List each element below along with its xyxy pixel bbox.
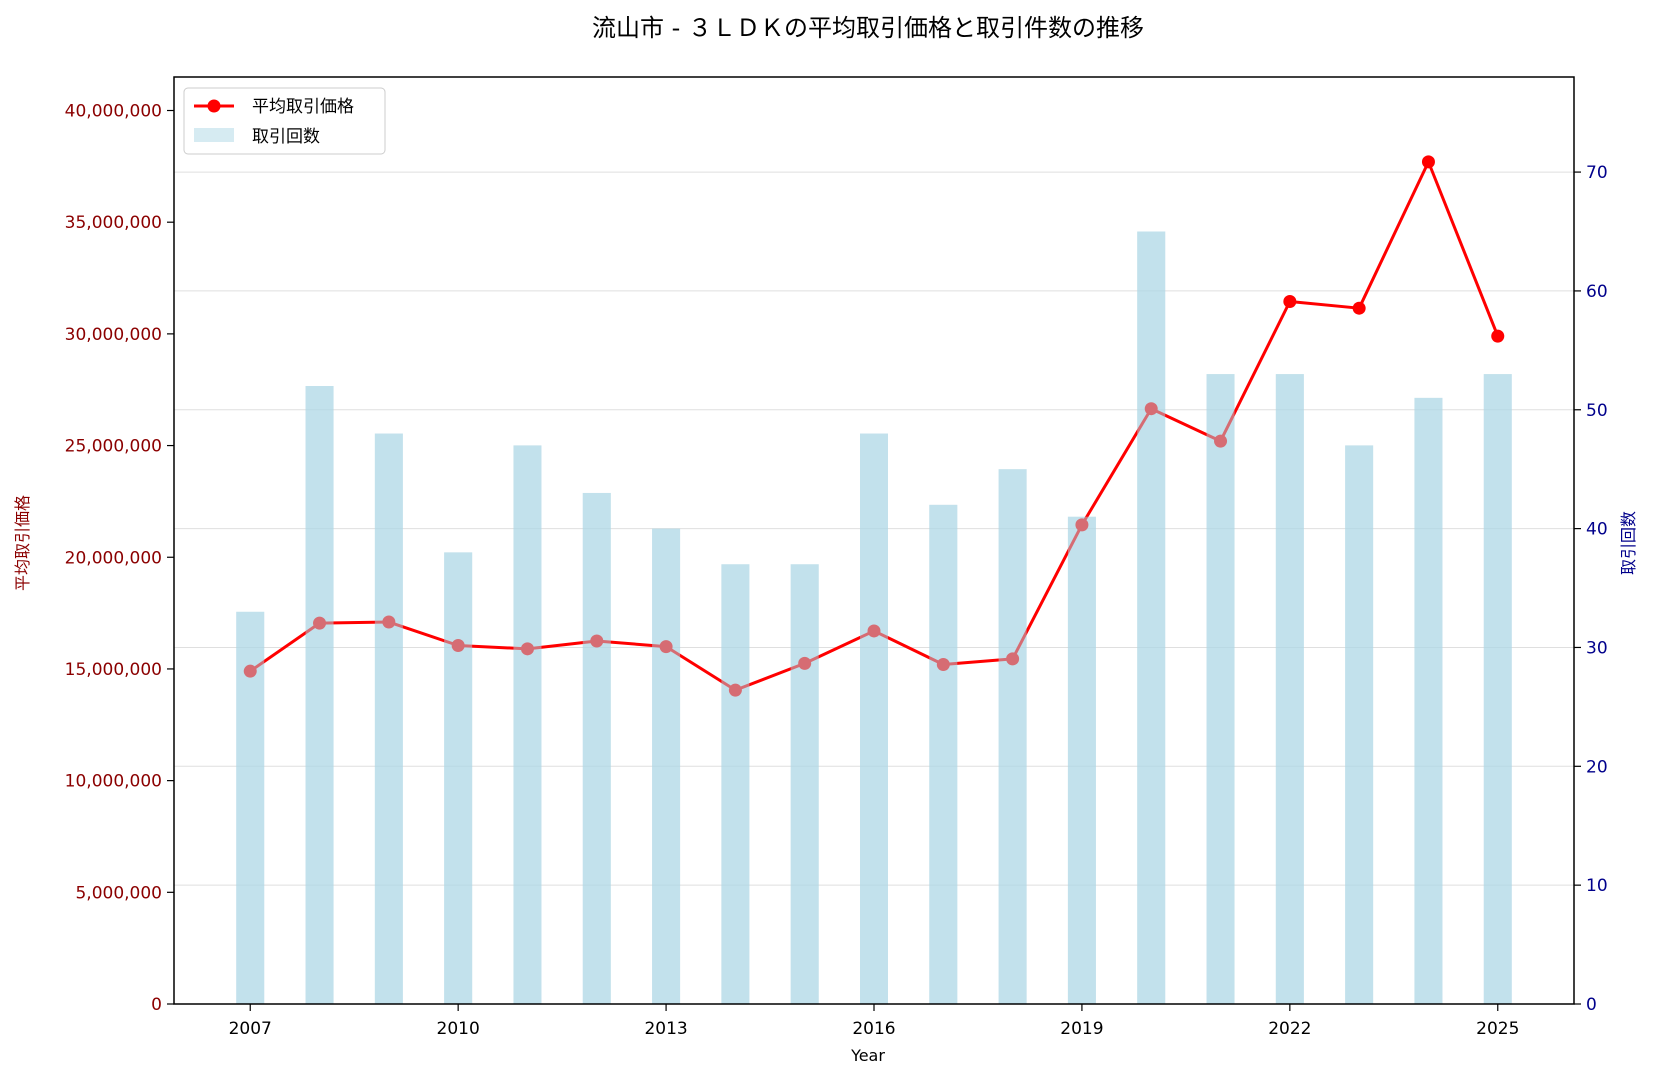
chart-title: 流山市 - ３ＬＤＫの平均取引価格と取引件数の推移 xyxy=(592,14,1144,42)
y-left-axis-label: 平均取引価格 xyxy=(13,495,32,591)
x-tick-label: 2016 xyxy=(852,1019,895,1039)
count-bar-overlay xyxy=(1137,231,1166,1004)
y-right-tick-label: 60 xyxy=(1586,282,1608,302)
y-left-tick-label: 35,000,000 xyxy=(65,213,162,233)
price-point xyxy=(1283,294,1297,308)
legend-label-count: 取引回数 xyxy=(252,127,320,147)
y-left-tick-label: 5,000,000 xyxy=(75,883,162,903)
axes-layer: 0 5,000,000 10,000,000 15,000,000 20,000,000… xyxy=(65,76,1608,1039)
y-right-tick-label: 30 xyxy=(1586,638,1608,658)
count-bar-overlay xyxy=(790,564,819,1004)
count-bar-overlay xyxy=(721,564,750,1004)
count-bar-overlay xyxy=(236,611,265,1004)
y-right-tick-label: 0 xyxy=(1586,995,1597,1015)
count-bar-overlay xyxy=(1067,516,1096,1004)
count-bar-overlay xyxy=(513,445,542,1004)
bar-overlay-layer xyxy=(236,231,1512,1005)
y-left-tick-label: 25,000,000 xyxy=(65,437,162,457)
y-right-tick-label: 40 xyxy=(1586,520,1608,540)
y-right-axis-label: 取引回数 xyxy=(1619,511,1638,575)
count-bar-overlay xyxy=(444,552,473,1004)
count-bar-overlay xyxy=(374,433,403,1004)
x-tick-label: 2022 xyxy=(1268,1019,1311,1039)
x-axis-label: Year xyxy=(850,1046,885,1065)
y-left-tick-label: 30,000,000 xyxy=(65,325,162,345)
y-right-tick-label: 20 xyxy=(1586,757,1608,777)
y-right-tick-label: 70 xyxy=(1586,163,1608,183)
count-bar-overlay xyxy=(305,386,334,1004)
legend-label-price: 平均取引価格 xyxy=(252,97,354,117)
x-tick-label: 2007 xyxy=(229,1019,272,1039)
y-left-tick-label: 0 xyxy=(151,995,162,1015)
legend-marker-swatch xyxy=(207,99,221,113)
count-bar-overlay xyxy=(1206,374,1235,1005)
y-left-tick-label: 15,000,000 xyxy=(65,660,162,680)
x-tick-label: 2010 xyxy=(437,1019,480,1039)
legend-bar-swatch xyxy=(194,128,234,142)
x-tick-label: 2013 xyxy=(644,1019,687,1039)
legend-box xyxy=(183,87,386,155)
price-point xyxy=(1421,155,1435,169)
y-right-tick-label: 10 xyxy=(1586,876,1608,896)
y-left-tick-label: 10,000,000 xyxy=(65,772,162,792)
count-bar-overlay xyxy=(929,504,958,1004)
count-bar-overlay xyxy=(998,469,1027,1004)
legend: 平均取引価格 取引回数 xyxy=(183,87,386,155)
count-bar-overlay xyxy=(652,528,681,1004)
count-bar-overlay xyxy=(582,492,611,1004)
count-bar-overlay xyxy=(860,433,888,1004)
y-left-tick-label: 20,000,000 xyxy=(65,548,162,568)
x-tick-label: 2025 xyxy=(1476,1019,1519,1039)
y-right-tick-label: 50 xyxy=(1586,401,1608,421)
x-tick-label: 2019 xyxy=(1060,1019,1103,1039)
count-bar-overlay xyxy=(1345,445,1374,1004)
count-bar-overlay xyxy=(1414,397,1443,1004)
count-bar-overlay xyxy=(1275,374,1304,1005)
count-bar-overlay xyxy=(1483,374,1512,1005)
price-point xyxy=(1352,301,1366,315)
price-point xyxy=(1491,329,1505,343)
y-left-tick-label: 40,000,000 xyxy=(65,102,162,122)
